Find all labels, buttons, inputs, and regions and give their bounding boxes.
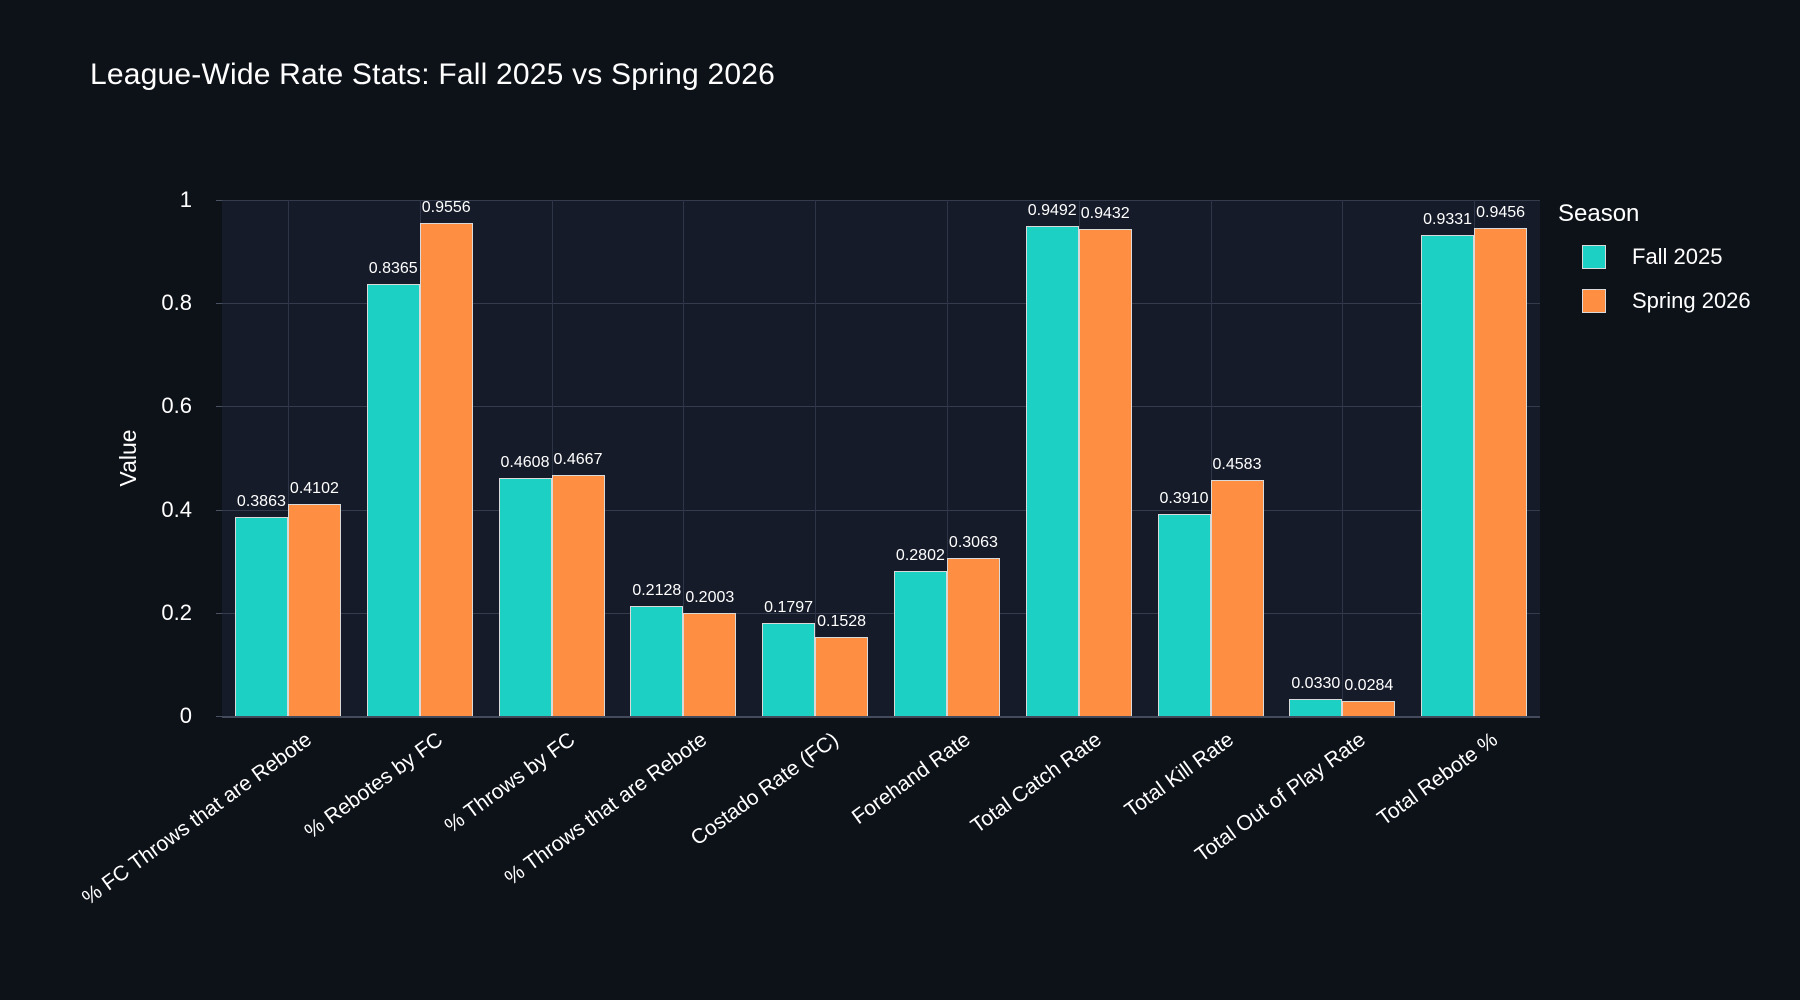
bar-spring-2026[interactable] — [683, 612, 737, 716]
bar-spring-2026[interactable] — [1474, 228, 1528, 716]
legend-item-spring-2026[interactable]: Spring 2026 — [1582, 288, 1751, 314]
bar-value-label: 0.0284 — [1344, 677, 1394, 695]
bar-fall-2025[interactable] — [1289, 698, 1343, 716]
y-tick-mark — [216, 509, 222, 511]
y-tick-mark — [216, 303, 222, 305]
bar-fall-2025[interactable] — [366, 284, 420, 716]
h-gridline — [222, 612, 1540, 614]
x-tick-label: % FC Throws that are Rebote — [77, 728, 316, 910]
legend-item-fall-2025[interactable]: Fall 2025 — [1582, 244, 1751, 270]
bar-fall-2025[interactable] — [1157, 514, 1211, 716]
v-gridline — [1210, 200, 1212, 716]
bar-value-label: 0.3910 — [1159, 490, 1209, 508]
y-tick-label: 0.8 — [161, 290, 192, 316]
bar-value-label: 0.9492 — [1027, 202, 1077, 220]
legend-label: Fall 2025 — [1632, 244, 1723, 269]
y-tick-mark — [216, 406, 222, 408]
bar-fall-2025[interactable] — [893, 571, 947, 716]
y-tick-label: 0.6 — [161, 393, 192, 419]
bar-fall-2025[interactable] — [498, 478, 552, 716]
bar-value-label: 0.4667 — [553, 451, 603, 469]
bar-spring-2026[interactable] — [815, 637, 869, 716]
y-tick-label: 0.2 — [161, 599, 192, 625]
bar-value-label: 0.1528 — [817, 613, 867, 631]
h-gridline — [222, 303, 1540, 305]
bar-spring-2026[interactable] — [1210, 479, 1264, 716]
y-tick-mark — [216, 200, 222, 201]
legend-label: Spring 2026 — [1632, 288, 1751, 313]
y-tick-mark — [216, 716, 222, 717]
bar-spring-2026[interactable] — [1342, 701, 1396, 716]
chart-title: League-Wide Rate Stats: Fall 2025 vs Spr… — [90, 58, 775, 91]
bar-value-label: 0.4102 — [289, 480, 339, 498]
y-axis-title: Value — [115, 429, 142, 487]
h-gridline — [222, 509, 1540, 511]
legend-title: Season — [1558, 200, 1640, 227]
legend-swatch — [1582, 245, 1606, 269]
v-gridline — [683, 200, 685, 716]
legend: Season Fall 2025 Spring 2026 — [1558, 200, 1751, 332]
bar-value-label: 0.9331 — [1423, 210, 1473, 228]
bar-spring-2026[interactable] — [419, 222, 473, 716]
y-tick-label: 0 — [179, 703, 192, 728]
bar-spring-2026[interactable] — [551, 475, 605, 716]
bar-fall-2025[interactable] — [234, 516, 288, 716]
y-tick-label: 1 — [179, 187, 192, 212]
bar-value-label: 0.3863 — [236, 492, 286, 510]
bar-value-label: 0.2802 — [895, 547, 945, 565]
x-tick-label: % Rebotes by FC — [300, 728, 448, 844]
x-tick-label: Total Rebote % — [1372, 728, 1502, 831]
bar-fall-2025[interactable] — [1025, 226, 1079, 716]
bar-value-label: 0.9556 — [421, 198, 471, 216]
bar-fall-2025[interactable] — [762, 623, 816, 716]
bar-value-label: 0.2128 — [632, 582, 682, 600]
v-gridline — [1342, 200, 1344, 716]
bar-value-label: 0.2003 — [685, 588, 735, 606]
y-tick-mark — [216, 612, 222, 614]
x-axis-line — [222, 716, 1540, 718]
h-gridline — [222, 406, 1540, 408]
x-tick-label: Total Catch Rate — [967, 728, 1107, 838]
bar-value-label: 0.1797 — [764, 599, 814, 617]
x-tick-label: Total Kill Rate — [1120, 728, 1239, 823]
plot-area: 0.3863 0.4102 0.8365 0.9556 0.4608 0.4667 0.21… — [216, 198, 1540, 718]
v-gridline — [287, 200, 289, 716]
bar-value-label: 0.0330 — [1291, 674, 1341, 692]
bar-value-label: 0.4608 — [500, 454, 550, 472]
bar-value-label: 0.4583 — [1212, 455, 1262, 473]
bar-fall-2025[interactable] — [630, 606, 684, 716]
v-gridline — [815, 200, 817, 716]
bar-spring-2026[interactable] — [946, 557, 1000, 716]
y-tick-label: 0.4 — [161, 496, 192, 522]
v-gridline — [946, 200, 948, 716]
bar-value-label: 0.8365 — [368, 260, 418, 278]
bar-spring-2026[interactable] — [1078, 229, 1132, 716]
bar-value-label: 0.9432 — [1080, 205, 1130, 223]
x-tick-label: % Throws by FC — [440, 728, 580, 838]
legend-swatch — [1582, 289, 1606, 313]
bar-value-label: 0.9456 — [1476, 204, 1526, 222]
bar-spring-2026[interactable] — [287, 504, 341, 716]
bar-fall-2025[interactable] — [1421, 234, 1475, 716]
h-gridline — [222, 200, 1540, 201]
v-gridline — [551, 200, 553, 716]
x-tick-label: Forehand Rate — [847, 728, 975, 829]
bar-value-label: 0.3063 — [948, 533, 998, 551]
